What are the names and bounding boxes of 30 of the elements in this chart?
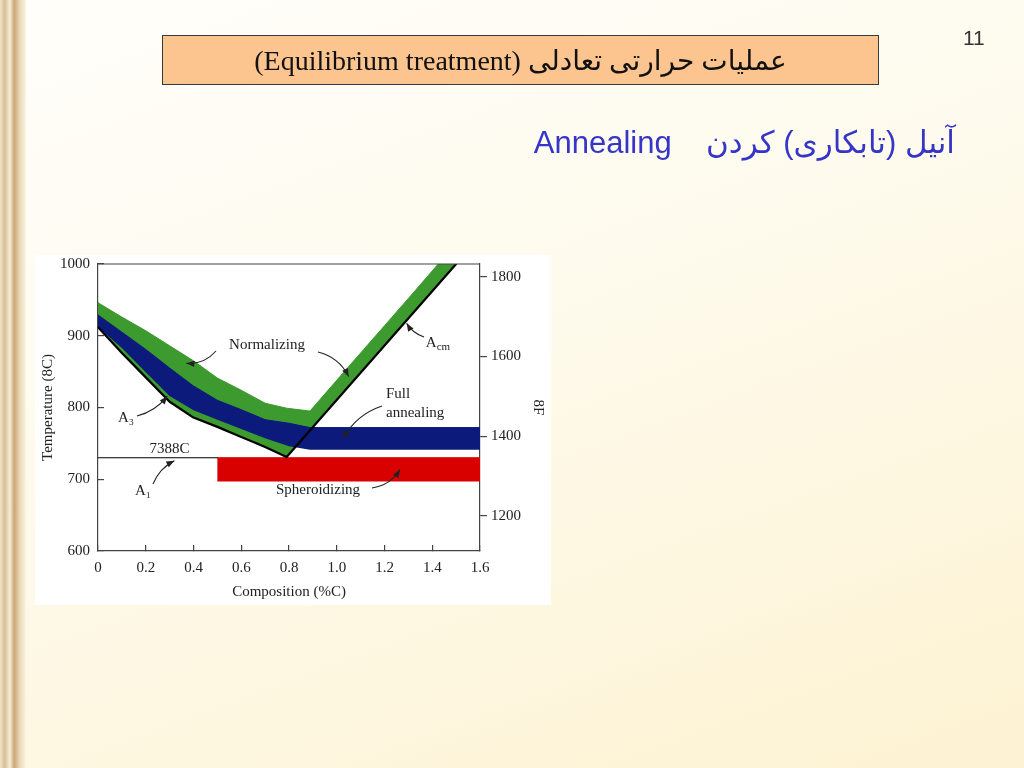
series-label: A₁ (134, 481, 152, 498)
y-tick-label: 600 (67, 541, 90, 558)
text: آنیل (تابکاری) کردن Annealing (533, 124, 955, 161)
text: A₃ (117, 408, 135, 425)
text: 11 (963, 26, 985, 50)
annotation: 7388C (149, 439, 190, 456)
y2-tick-label: 1800 (491, 267, 521, 284)
x-tick-label: 0.6 (231, 558, 252, 575)
x-tick-label: 1.0 (327, 558, 347, 575)
x-tick-label: 1.2 (375, 558, 394, 575)
series-label: Spheroidizing (275, 480, 361, 497)
x-tick-label: 0.8 (279, 558, 299, 575)
y-tick-label: 900 (67, 326, 90, 343)
y-tick-label: 1000 (60, 254, 90, 271)
x-tick-label: 0.2 (136, 558, 156, 575)
y-tick-label: 700 (67, 470, 90, 487)
chart-title: عملیات حرارتی تعادلی (Equilibrium treatment) (162, 35, 879, 85)
x-tick-label: 1.4 (422, 558, 443, 575)
y2-tick-label: 1400 (491, 427, 521, 444)
x-tick-label: 0 (94, 558, 102, 575)
y2-tick-label: 1600 (491, 347, 521, 364)
y2-tick-label: 1200 (491, 506, 521, 523)
x-tick-label: 1.6 (470, 558, 490, 575)
series-label: Normalizing (229, 335, 306, 352)
y-axis-title: Temperature (8C) (38, 354, 56, 461)
y-tick-label: 800 (67, 398, 90, 415)
x-axis-title: Composition (%C) (232, 582, 346, 600)
series-label: Full annealing (386, 384, 445, 420)
y2-axis-title: 8F (531, 399, 548, 416)
x-tick-label: 0.4 (184, 558, 204, 575)
